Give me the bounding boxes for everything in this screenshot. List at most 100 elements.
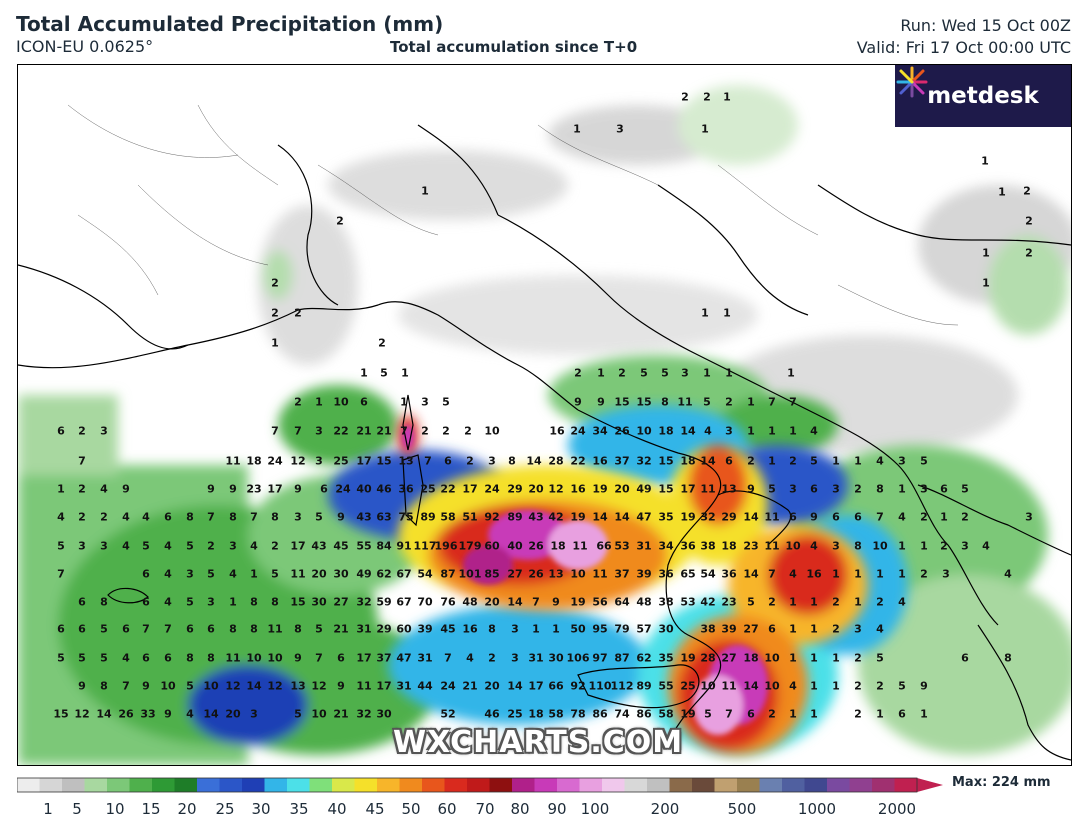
- precip-value-label: 3: [920, 482, 928, 496]
- precip-value-label: 6: [78, 595, 86, 609]
- precip-value-label: 1: [229, 595, 237, 609]
- precip-value-label: 1: [789, 622, 797, 636]
- precip-value-label: 15: [658, 482, 674, 496]
- precip-value-label: 117: [413, 539, 437, 553]
- precip-value-label: 4: [229, 567, 237, 581]
- precip-value-label: 14: [680, 424, 696, 438]
- precip-value-label: 48: [462, 595, 478, 609]
- precip-value-label: 112: [610, 679, 634, 693]
- precip-value-label: 15: [636, 395, 652, 409]
- precip-value-label: 31: [356, 622, 372, 636]
- precip-value-label: 17: [267, 482, 283, 496]
- precip-value-label: 18: [550, 539, 566, 553]
- precip-value-label: 7: [532, 595, 540, 609]
- precip-value-label: 7: [294, 424, 302, 438]
- precip-value-label: 3: [294, 510, 302, 524]
- precip-value-label: 5: [442, 395, 450, 409]
- max-label: Max: 224 mm: [952, 775, 1051, 790]
- precip-value-label: 16: [549, 424, 565, 438]
- precip-value-label: 35: [658, 651, 674, 665]
- scale-swatch: [219, 778, 243, 792]
- precip-value-label: 1: [854, 454, 862, 468]
- precip-value-label: 6: [142, 595, 150, 609]
- scale-swatch: [399, 778, 423, 792]
- precip-value-label: 55: [658, 679, 674, 693]
- precip-value-label: 16: [570, 482, 586, 496]
- precip-value-label: 37: [614, 567, 630, 581]
- precip-value-label: 11: [225, 454, 241, 468]
- precip-value-label: 11: [700, 482, 716, 496]
- precip-value-label: 40: [507, 539, 523, 553]
- precip-value-label: 7: [271, 424, 279, 438]
- precip-value-label: 2: [703, 90, 711, 104]
- precip-value-label: 3: [961, 539, 969, 553]
- precip-value-label: 2: [681, 90, 689, 104]
- scale-swatch: [849, 778, 873, 792]
- precip-value-label: 22: [570, 454, 586, 468]
- precip-value-label: 8: [250, 622, 258, 636]
- precip-value-label: 19: [680, 707, 696, 721]
- precip-value-label: 10: [160, 679, 176, 693]
- precip-value-label: 2: [378, 336, 386, 350]
- precip-value-label: 19: [680, 651, 696, 665]
- scale-swatch: [107, 778, 130, 792]
- precip-value-label: 1: [810, 595, 818, 609]
- scale-swatch: [737, 778, 760, 792]
- precip-value-label: 8: [271, 595, 279, 609]
- precip-value-label: 9: [810, 510, 818, 524]
- precip-value-label: 45: [333, 539, 349, 553]
- precip-value-label: 39: [636, 567, 652, 581]
- precip-value-label: 3: [207, 595, 215, 609]
- precip-value-label: 2: [1023, 184, 1031, 198]
- precip-value-label: 20: [528, 482, 544, 496]
- scale-swatch: [759, 778, 783, 792]
- precip-value-label: 67: [396, 567, 412, 581]
- precip-value-label: 1: [832, 651, 840, 665]
- precip-value-label: 35: [658, 510, 674, 524]
- precip-value-label: 13: [721, 482, 737, 496]
- precip-value-label: 2: [464, 424, 472, 438]
- scale-swatch: [242, 778, 265, 792]
- precip-value-label: 5: [876, 651, 884, 665]
- precip-value-label: 3: [942, 567, 950, 581]
- scale-swatch: [827, 778, 850, 792]
- precip-value-label: 5: [78, 651, 86, 665]
- precip-value-label: 3: [315, 424, 323, 438]
- precipitation-map[interactable]: 2 2 1 1 3 1 1 1 2 1 2 2 1 2 2 1 2 2 1 1 1 2 1 5 1 2 1 2 5 5 3 1 1 1 2 1 10 6 1…: [17, 64, 1072, 766]
- precip-value-label: 16: [592, 454, 608, 468]
- precip-value-label: 29: [507, 482, 523, 496]
- precip-value-label: 32: [636, 454, 652, 468]
- scale-swatch: [804, 778, 828, 792]
- scale-tick-label: 60: [437, 800, 457, 818]
- precip-value-label: 36: [398, 482, 414, 496]
- precip-value-label: 10: [785, 539, 801, 553]
- precip-value-label: 1: [723, 90, 731, 104]
- precip-value-label: 76: [440, 595, 456, 609]
- precip-value-label: 20: [484, 595, 500, 609]
- precip-value-label: 2: [294, 395, 302, 409]
- precip-value-label: 6: [854, 510, 862, 524]
- precip-value-label: 3: [421, 395, 429, 409]
- precip-value-label: 17: [290, 539, 306, 553]
- precip-value-label: 11: [572, 539, 588, 553]
- model-label: ICON-EU 0.0625°: [16, 37, 154, 56]
- precip-value-label: 8: [100, 595, 108, 609]
- precip-value-label: 46: [484, 707, 500, 721]
- precip-value-label: 1: [747, 424, 755, 438]
- precip-value-label: 6: [940, 482, 948, 496]
- precip-value-label: 16: [462, 622, 478, 636]
- precip-value-label: 2: [961, 510, 969, 524]
- precip-value-label: 11: [592, 567, 608, 581]
- precip-value-label: 2: [920, 510, 928, 524]
- precip-value-label: 3: [100, 424, 108, 438]
- precip-value-label: 6: [768, 622, 776, 636]
- precip-value-label: 6: [207, 622, 215, 636]
- precip-value-label: 12: [74, 707, 90, 721]
- precip-value-label: 1: [876, 567, 884, 581]
- metdesk-burst-icon: [896, 66, 928, 98]
- precip-value-label: 17: [356, 454, 372, 468]
- precip-value-label: 1: [789, 424, 797, 438]
- precip-value-label: 1: [701, 306, 709, 320]
- precip-value-label: 10: [764, 679, 780, 693]
- precip-value-label: 3: [832, 482, 840, 496]
